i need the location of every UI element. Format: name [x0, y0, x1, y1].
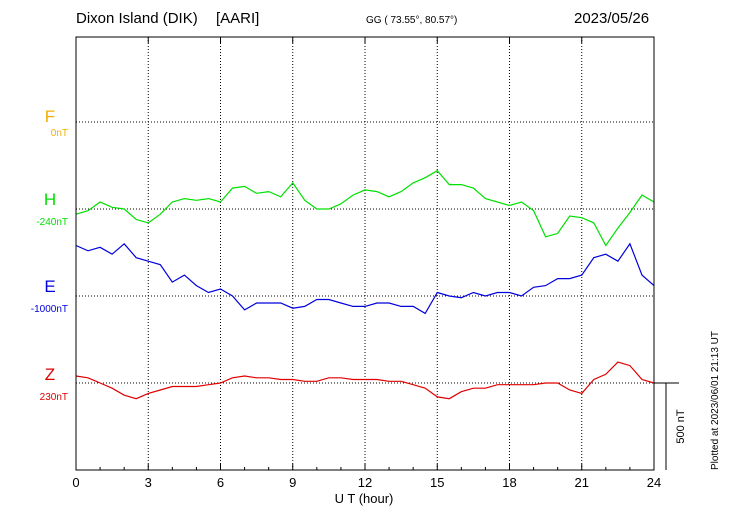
series-name-e: E [44, 277, 55, 296]
series-line-e [75, 242, 655, 315]
grid-lines [76, 37, 654, 470]
series-baseline-e: -1000nT [31, 304, 68, 315]
x-tick-label: 12 [358, 475, 372, 490]
x-tick-label: 0 [72, 475, 79, 490]
x-axis-label: U T (hour) [335, 491, 394, 506]
x-axis-ticks: 0 3 6 9 12 15 18 21 24 [72, 37, 661, 490]
series-baseline-h: -240nT [36, 217, 68, 228]
series-baseline-f: 0nT [51, 128, 68, 139]
plotted-timestamp: Plotted at 2023/06/01 21:13 UT [710, 331, 721, 470]
series-name-h: H [44, 190, 56, 209]
station-title: Dixon Island (DIK) [76, 10, 198, 27]
x-tick-label: 21 [575, 475, 589, 490]
x-tick-label: 24 [647, 475, 661, 490]
scale-bar: 500 nT [654, 382, 687, 470]
x-tick-label: 15 [430, 475, 444, 490]
institute-label: [AARI] [216, 10, 260, 27]
series-baseline-z: 230nT [40, 392, 68, 403]
series-name-f: F [45, 107, 55, 126]
series-line-h [75, 169, 655, 247]
scale-bar-label: 500 nT [675, 409, 687, 444]
x-tick-label: 18 [502, 475, 516, 490]
series-layer [75, 169, 655, 400]
x-tick-label: 3 [145, 475, 152, 490]
series-labels: F 0nT H -240nT E -1000nT Z 230nT [31, 107, 68, 403]
coordinates-label: GG ( 73.55°, 80.57°) [366, 15, 458, 26]
series-name-z: Z [45, 365, 55, 384]
series-line-z [75, 361, 655, 400]
x-tick-label: 9 [289, 475, 296, 490]
x-tick-label: 6 [217, 475, 224, 490]
date-label: 2023/05/26 [574, 10, 650, 27]
